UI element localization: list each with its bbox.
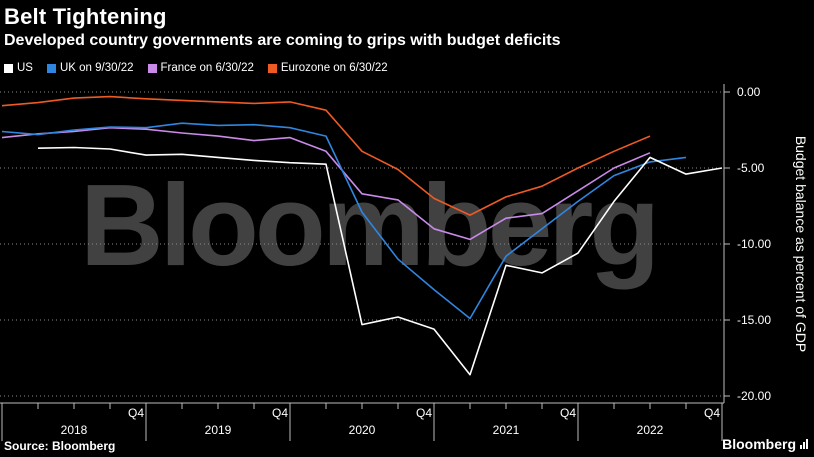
series-line-uk [1, 122, 687, 320]
legend-swatch-eurozone [267, 63, 277, 73]
x-quarter-label-2: Q4 [416, 406, 432, 420]
legend-item-us: US [4, 62, 33, 74]
legend-label-us: US [17, 62, 33, 74]
y-tick-label-3: -15.00 [737, 313, 771, 327]
series-line-us [37, 146, 723, 376]
legend-swatch-france [147, 63, 157, 73]
y-tick-label-0: 0.00 [737, 85, 761, 99]
legend-item-eurozone: Eurozone on 6/30/22 [267, 62, 388, 74]
source-note: Source: Bloomberg [4, 439, 116, 453]
legend-item-uk: UK on 9/30/22 [46, 62, 134, 74]
bloomberg-watermark: Bloomberg [80, 160, 660, 290]
chart-title: Belt Tightening [4, 4, 167, 29]
x-quarter-label-4: Q4 [704, 406, 720, 420]
legend-label-france: France on 6/30/22 [160, 62, 254, 74]
chart-subtitle: Developed country governments are coming… [4, 32, 561, 49]
legend-label-uk: UK on 9/30/22 [59, 62, 134, 74]
x-quarter-label-3: Q4 [560, 406, 576, 420]
x-year-label-1: 2019 [205, 423, 232, 437]
x-year-label-4: 2022 [637, 423, 664, 437]
bars-icon [800, 439, 810, 449]
x-quarter-label-1: Q4 [272, 406, 288, 420]
y-tick-label-2: -10.00 [737, 237, 771, 251]
series-line-eurozone [1, 95, 651, 216]
y-tick-label-4: -20.00 [737, 389, 771, 403]
legend-swatch-us [4, 63, 13, 73]
chart-legend: US UK on 9/30/22 France on 6/30/22 Euroz… [4, 62, 388, 74]
y-tick-label-1: -5.00 [737, 161, 765, 175]
legend-label-eurozone: Eurozone on 6/30/22 [280, 62, 388, 74]
y-axis-title: Budget balance as percent of GDP [793, 136, 809, 352]
series-line-france [1, 126, 651, 241]
x-quarter-label-0: Q4 [128, 406, 144, 420]
x-year-label-0: 2018 [61, 423, 88, 437]
x-year-label-3: 2021 [493, 423, 520, 437]
bloomberg-logo-text: Bloomberg [722, 436, 796, 452]
legend-swatch-uk [46, 63, 56, 73]
x-year-label-2: 2020 [349, 423, 376, 437]
legend-item-france: France on 6/30/22 [147, 62, 254, 74]
